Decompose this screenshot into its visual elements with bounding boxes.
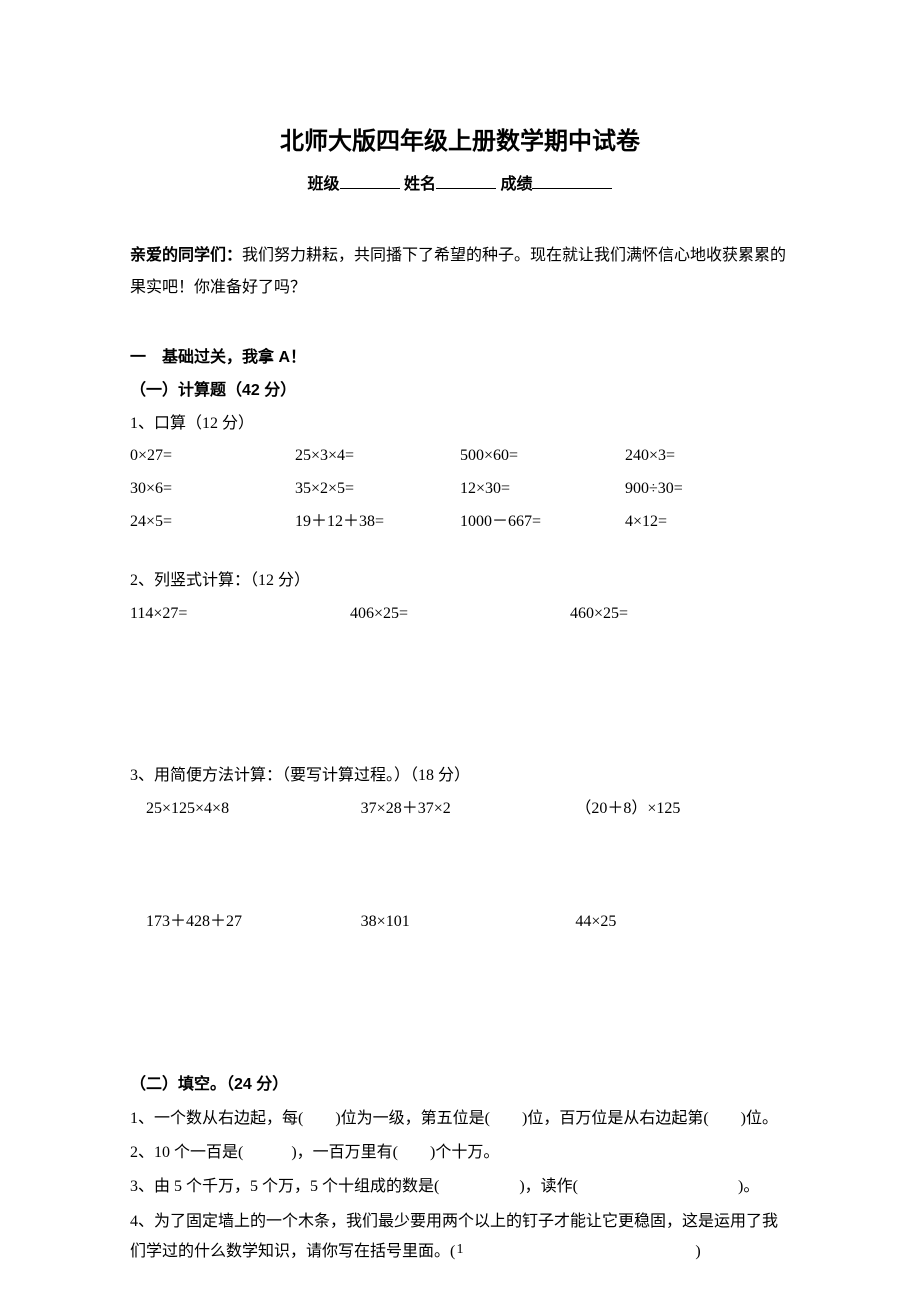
math-cell: 19＋12＋38= (295, 508, 460, 537)
math-cell: 12×30= (460, 475, 625, 504)
math-cell: 37×28＋37×2 (361, 795, 576, 824)
section-1-header: 一 基础过关，我拿 A！ (130, 344, 790, 373)
problem-2-header: 2、列竖式计算：（12 分） (130, 567, 790, 596)
mental-math-row-2: 30×6= 35×2×5= 12×30= 900÷30= (130, 475, 790, 504)
fill-blank-3: 3、由 5 个千万，5 个万，5 个十组成的数是( )，读作( )。 (130, 1172, 790, 1202)
math-cell: 1000－667= (460, 508, 625, 537)
simple-calc-row-2: 173＋428＋27 38×101 44×25 (130, 908, 790, 937)
fill-blank-1: 1、一个数从右边起，每( )位为一级，第五位是( )位，百万位是从右边起第( )… (130, 1104, 790, 1134)
math-cell: 114×27= (130, 600, 350, 629)
math-cell: 406×25= (350, 600, 570, 629)
workspace-spacer (130, 828, 790, 908)
document-title: 北师大版四年级上册数学期中试卷 (130, 120, 790, 163)
problem-1-header: 1、口算（12 分） (130, 410, 790, 439)
math-cell: 500×60= (460, 442, 625, 471)
math-cell: 0×27= (130, 442, 295, 471)
subsection-1-1-header: （一）计算题（42 分） (130, 377, 790, 406)
math-cell: 25×125×4×8 (146, 795, 361, 824)
class-blank (340, 173, 400, 189)
score-blank (532, 173, 612, 189)
math-cell: 460×25= (570, 600, 790, 629)
intro-paragraph: 亲爱的同学们：我们努力耕耘，共同播下了希望的种子。现在就让我们满怀信心地收获累累… (130, 240, 790, 304)
math-cell: 30×6= (130, 475, 295, 504)
intro-bold: 亲爱的同学们： (130, 247, 242, 264)
mental-math-row-1: 0×27= 25×3×4= 500×60= 240×3= (130, 442, 790, 471)
score-label: 成绩 (500, 176, 532, 193)
simple-calc-row-1: 25×125×4×8 37×28＋37×2 （20＋8）×125 (130, 795, 790, 824)
workspace-spacer (130, 712, 790, 762)
subsection-1-2-header: （二）填空。（24 分） (130, 1071, 790, 1100)
math-cell: 44×25 (575, 908, 790, 937)
workspace-spacer (130, 1021, 790, 1071)
fill-blank-2: 2、10 个一百是( )，一百万里有( )个十万。 (130, 1138, 790, 1168)
page-number: 1 (457, 1237, 464, 1262)
math-cell: （20＋8）×125 (575, 795, 790, 824)
math-cell: 900÷30= (625, 475, 790, 504)
problem-3-header: 3、用简便方法计算：（要写计算过程。）（18 分） (130, 762, 790, 791)
mental-math-row-3: 24×5= 19＋12＋38= 1000－667= 4×12= (130, 508, 790, 537)
math-cell: 4×12= (625, 508, 790, 537)
header-fields: 班级 姓名 成绩 (130, 171, 790, 200)
math-cell: 38×101 (361, 908, 576, 937)
workspace-spacer (130, 632, 790, 712)
math-cell: 24×5= (130, 508, 295, 537)
name-label: 姓名 (404, 176, 436, 193)
math-cell: 173＋428＋27 (146, 908, 361, 937)
math-cell: 25×3×4= (295, 442, 460, 471)
math-cell: 240×3= (625, 442, 790, 471)
vertical-calc-row: 114×27= 406×25= 460×25= (130, 600, 790, 629)
name-blank (436, 173, 496, 189)
math-cell: 35×2×5= (295, 475, 460, 504)
class-label: 班级 (308, 176, 340, 193)
workspace-spacer (130, 941, 790, 1021)
